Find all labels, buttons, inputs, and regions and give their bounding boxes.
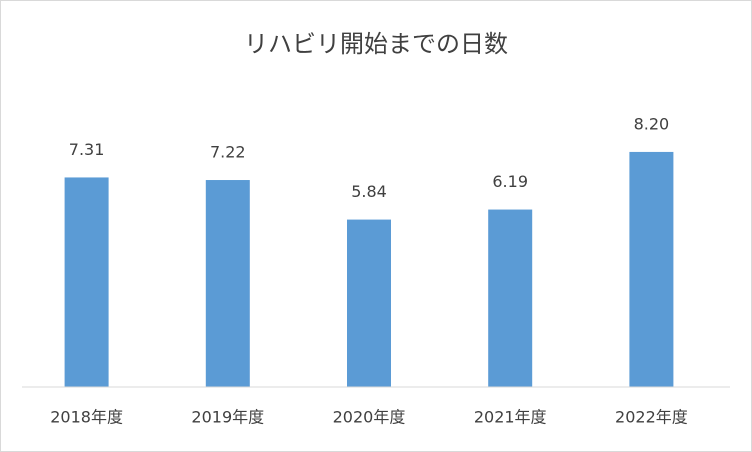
bar [347, 219, 391, 387]
bar [629, 151, 674, 387]
data-label: 7.31 [69, 140, 105, 159]
bar [488, 209, 533, 387]
data-label: 8.20 [634, 114, 670, 133]
data-label: 5.84 [351, 182, 387, 201]
bar [64, 177, 109, 387]
x-tick-label: 2022年度 [615, 408, 688, 427]
data-label: 6.19 [492, 172, 528, 191]
x-tick-label: 2020年度 [333, 408, 406, 427]
data-label: 7.22 [210, 143, 246, 162]
x-tick-label: 2021年度 [474, 408, 547, 427]
bar [205, 180, 250, 387]
x-tick-label: 2019年度 [191, 408, 264, 427]
chart-title: リハビリ開始までの日数 [244, 30, 508, 58]
x-tick-label: 2018年度 [50, 408, 123, 427]
